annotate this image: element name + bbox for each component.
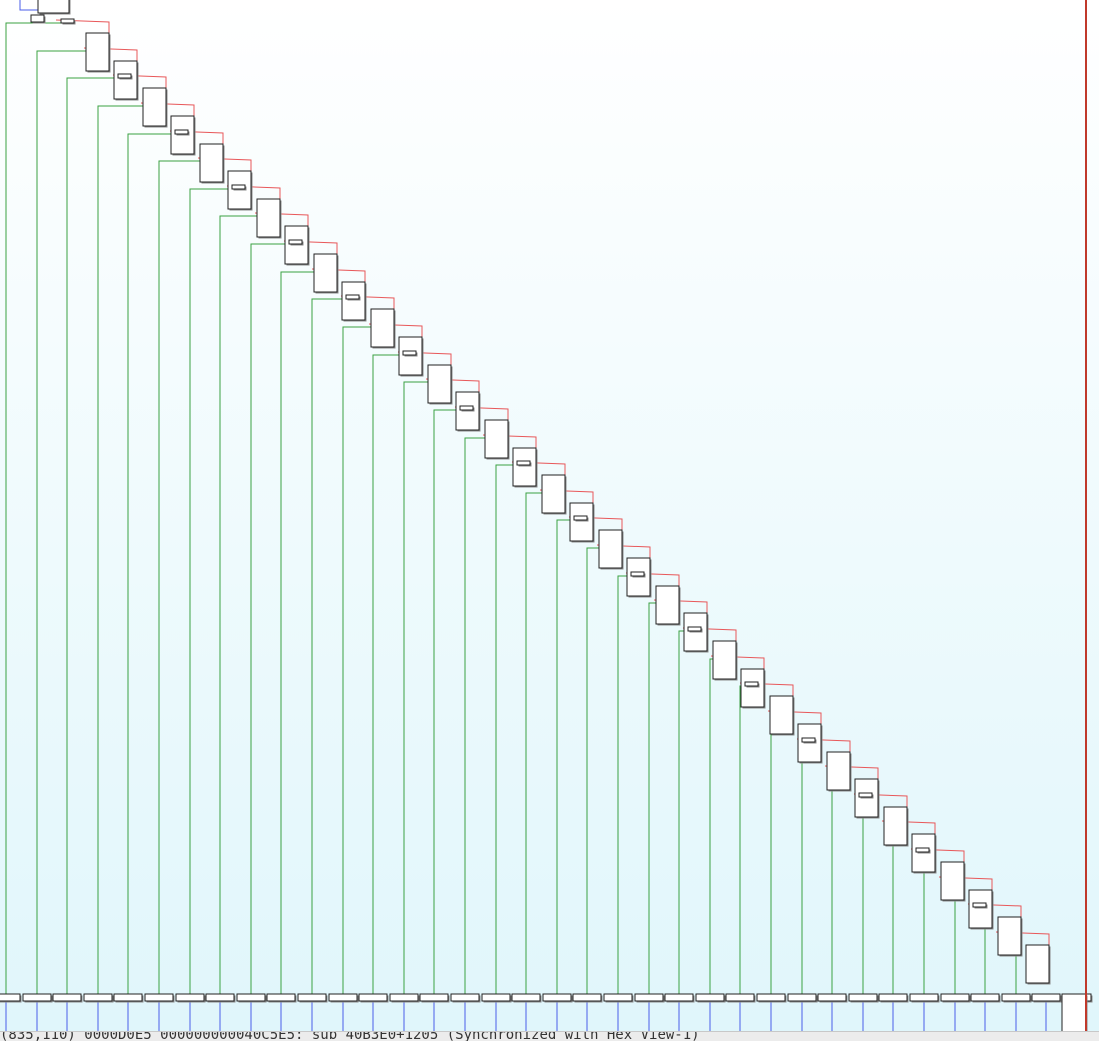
basic-block[interactable] xyxy=(256,198,281,238)
bottom-row-block[interactable] xyxy=(817,993,847,1002)
true-edge xyxy=(372,354,410,998)
connector-block[interactable] xyxy=(687,626,702,632)
bottom-row-block[interactable] xyxy=(297,993,327,1002)
true-edge xyxy=(403,381,438,998)
basic-block[interactable] xyxy=(569,502,594,542)
bottom-row-block[interactable] xyxy=(695,993,725,1002)
connector-block[interactable] xyxy=(459,405,474,411)
basic-block[interactable] xyxy=(655,585,680,625)
bottom-row-block[interactable] xyxy=(358,993,388,1002)
basic-block[interactable] xyxy=(968,889,993,929)
true-edge xyxy=(97,105,153,998)
basic-block[interactable] xyxy=(541,474,566,514)
bottom-row-block[interactable] xyxy=(1001,993,1031,1002)
bottom-row-block[interactable] xyxy=(328,993,358,1002)
true-edge xyxy=(189,188,239,998)
basic-block[interactable] xyxy=(1025,944,1050,984)
bottom-row-block[interactable] xyxy=(572,993,602,1002)
connector-block[interactable] xyxy=(858,792,873,798)
true-edge xyxy=(127,133,182,998)
bottom-row-block[interactable] xyxy=(940,993,970,1002)
basic-block[interactable] xyxy=(85,32,110,72)
connector-block[interactable] xyxy=(972,902,987,908)
connector-block[interactable] xyxy=(231,184,246,190)
basic-block[interactable] xyxy=(512,447,537,487)
bottom-row-block[interactable] xyxy=(236,993,266,1002)
connector-block[interactable] xyxy=(345,294,360,300)
bottom-row-block[interactable] xyxy=(113,993,143,1002)
bottom-row-block[interactable] xyxy=(970,993,1000,1002)
basic-block[interactable] xyxy=(341,281,366,321)
connector-block[interactable] xyxy=(630,571,645,577)
basic-block[interactable] xyxy=(712,640,737,680)
bottom-row-block[interactable] xyxy=(603,993,633,1002)
bottom-row-block[interactable] xyxy=(205,993,235,1002)
bottom-row-block[interactable] xyxy=(419,993,449,1002)
true-edge xyxy=(311,298,353,998)
bottom-row-block[interactable] xyxy=(389,993,419,1002)
true-edge xyxy=(36,50,96,998)
status-bar-text: (835,110) 0000D0E5 000000000040C5E5: sub… xyxy=(0,1031,700,1041)
bottom-row-block[interactable] xyxy=(664,993,694,1002)
entry-connector-block[interactable] xyxy=(30,14,45,23)
bottom-row-block[interactable] xyxy=(634,993,664,1002)
basic-block[interactable] xyxy=(940,861,965,901)
connector-block[interactable] xyxy=(744,681,759,687)
connector-block[interactable] xyxy=(915,847,930,853)
bottom-row-block[interactable] xyxy=(542,993,572,1002)
true-edge xyxy=(250,243,296,998)
basic-block[interactable] xyxy=(826,751,851,791)
bottom-row-block[interactable] xyxy=(0,993,21,1002)
bottom-row-block[interactable] xyxy=(909,993,939,1002)
bottom-row-block[interactable] xyxy=(144,993,174,1002)
true-edge xyxy=(280,271,324,998)
connector-block[interactable] xyxy=(801,737,816,743)
true-edge xyxy=(219,215,267,998)
basic-block[interactable] xyxy=(113,60,138,100)
selected-block[interactable] xyxy=(1061,993,1087,1031)
true-edge xyxy=(342,326,381,998)
bottom-row-block[interactable] xyxy=(22,993,52,1002)
basic-block[interactable] xyxy=(883,806,908,846)
bottom-row-block[interactable] xyxy=(725,993,755,1002)
bottom-row-block[interactable] xyxy=(756,993,786,1002)
bottom-row-block[interactable] xyxy=(83,993,113,1002)
bottom-row-block[interactable] xyxy=(266,993,296,1002)
basic-block[interactable] xyxy=(484,419,509,459)
basic-block[interactable] xyxy=(598,529,623,569)
bottom-row-block[interactable] xyxy=(450,993,480,1002)
connector-block[interactable] xyxy=(288,239,303,245)
basic-block[interactable] xyxy=(370,308,395,348)
true-edge xyxy=(66,77,125,998)
bottom-row-block[interactable] xyxy=(481,993,511,1002)
bottom-row-block[interactable] xyxy=(787,993,817,1002)
flow-edge xyxy=(19,0,38,11)
true-edge xyxy=(158,160,210,998)
connector-block[interactable] xyxy=(174,129,189,135)
bottom-row-block[interactable] xyxy=(848,993,878,1002)
bottom-row-block[interactable] xyxy=(511,993,541,1002)
connector-block[interactable] xyxy=(117,73,132,79)
connector-block[interactable] xyxy=(60,18,75,24)
status-bar: (835,110) 0000D0E5 000000000040C5E5: sub… xyxy=(0,1031,1099,1041)
bottom-row-block[interactable] xyxy=(175,993,205,1002)
connector-block[interactable] xyxy=(516,460,531,466)
basic-block[interactable] xyxy=(740,668,765,708)
connector-block[interactable] xyxy=(402,350,417,356)
basic-block[interactable] xyxy=(199,143,224,183)
basic-block[interactable] xyxy=(142,87,167,127)
bottom-row-block[interactable] xyxy=(1031,993,1061,1002)
basic-block[interactable] xyxy=(313,253,338,293)
entry-block[interactable] xyxy=(37,0,70,14)
basic-block[interactable] xyxy=(997,916,1022,956)
basic-block[interactable] xyxy=(769,695,794,735)
basic-block[interactable] xyxy=(427,364,452,404)
bottom-row-block[interactable] xyxy=(52,993,82,1002)
bottom-row-block[interactable] xyxy=(878,993,908,1002)
connector-block[interactable] xyxy=(573,515,588,521)
